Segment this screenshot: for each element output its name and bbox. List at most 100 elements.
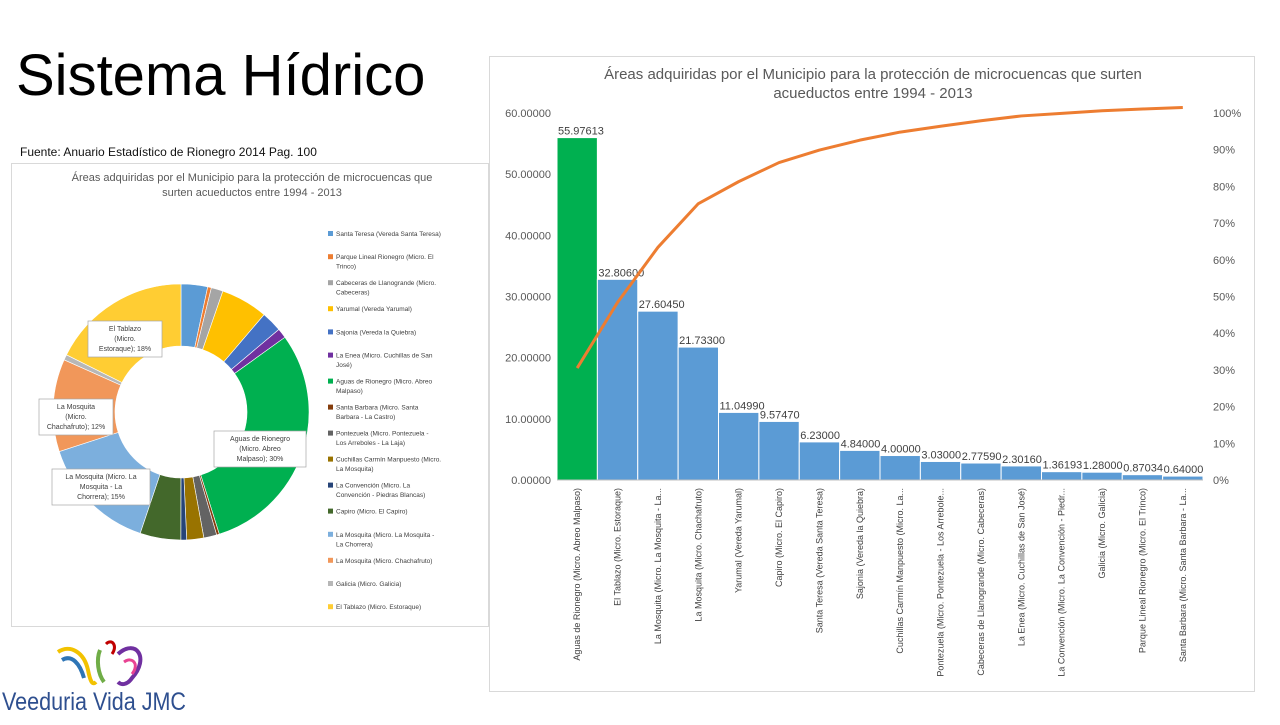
- pie-data-label: Mosquita - La: [80, 484, 123, 491]
- legend-swatch: [328, 231, 333, 236]
- legend-swatch: [328, 280, 333, 286]
- x-tick-label: La Convención (Micro. La Convención - Pi…: [1057, 488, 1067, 677]
- bar-value-label: 1.36193: [1043, 460, 1083, 472]
- legend-item: Yarumal (Vereda Yarumal): [336, 306, 412, 313]
- logo-swirl-pink: [123, 658, 137, 675]
- cumulative-line: [575, 105, 1183, 369]
- legend-item: Barbara - La Castro): [336, 414, 395, 421]
- y-tick-label: 40.00000: [505, 230, 551, 242]
- pareto-bar: [556, 137, 598, 481]
- source-note: Fuente: Anuario Estadístico de Rionegro …: [20, 145, 317, 159]
- pareto-bar: [637, 310, 679, 481]
- pareto-bar: [677, 346, 719, 481]
- legend-swatch: [328, 430, 333, 436]
- pareto-bar: [1121, 474, 1164, 481]
- pareto-bar: [758, 420, 800, 481]
- pareto-x-axis: Aguas de Rionegro (Micro. Abreo Malpaso)…: [557, 479, 1203, 677]
- pareto-bar: [919, 460, 962, 481]
- pareto-title-line: acueductos entre 1994 - 2013: [773, 85, 972, 102]
- legend-item: José): [336, 362, 352, 369]
- x-tick-label: Pontezuela (Micro. Pontezuela - Los Arre…: [936, 488, 946, 677]
- legend-swatch: [328, 306, 333, 312]
- legend-item: Santa Teresa (Vereda Santa Teresa): [336, 231, 441, 238]
- bar-value-label: 2.77590: [962, 451, 1002, 463]
- legend-item: Convención - Piedras Blancas): [336, 492, 425, 499]
- pie-callout-box: [38, 398, 114, 436]
- pareto-bar: [718, 411, 760, 481]
- logo-swirl-red: [104, 640, 116, 655]
- y-tick-label: 60.00000: [505, 108, 551, 120]
- pie-title-line: surten acueductos entre 1994 - 2013: [162, 187, 342, 199]
- x-tick-label: Cuchillas Carmín Manpuesto (Micro. La...: [895, 488, 905, 654]
- x-tick-label: Galicia (Micro. Galicia): [1097, 488, 1107, 579]
- legend-item: Malpaso): [336, 388, 363, 395]
- pareto-bar: [879, 455, 921, 481]
- x-tick-label: Santa Barbara (Micro. Santa Barbara - La…: [1178, 488, 1188, 662]
- pareto-bar: [1000, 465, 1042, 481]
- legend-item: Cabeceras de Llanogrande (Micro.: [336, 280, 436, 287]
- x-tick-label: Yarumal (Vereda Yarumal): [734, 488, 744, 593]
- y2-tick-label: 90%: [1213, 145, 1235, 157]
- y2-tick-label: 0%: [1213, 475, 1229, 487]
- bar-value-label: 27.60450: [639, 299, 685, 311]
- bar-value-label: 0.64000: [1164, 464, 1204, 476]
- legend-item: La Chorrera): [336, 541, 373, 548]
- x-tick-label: Aguas de Rionegro (Micro. Abreo Malpaso): [572, 488, 582, 661]
- logo-swirl-yellow: [56, 646, 98, 686]
- y2-tick-label: 20%: [1213, 402, 1235, 414]
- legend-item: La Mosquita (Micro. Chachafruto): [336, 558, 432, 565]
- x-tick-label: Parque Lineal Rionegro (Micro. El Trinco…: [1137, 488, 1147, 653]
- y2-tick-label: 100%: [1213, 108, 1241, 120]
- y2-tick-label: 10%: [1213, 438, 1235, 450]
- y-tick-label: 10.00000: [505, 414, 551, 426]
- pie-data-label: Chorrera); 15%: [77, 494, 125, 501]
- legend-swatch: [328, 456, 333, 462]
- legend-item: Pontezuela (Micro. Pontezuela -: [336, 431, 429, 438]
- pie-callout-box: [51, 468, 151, 506]
- logo-swirl-green: [95, 649, 106, 684]
- legend-item: Los Arreboles - La Laja): [336, 440, 405, 447]
- bar-value-label: 55.97613: [558, 126, 604, 138]
- pareto-bar: [839, 449, 881, 481]
- legend-item: La Enea (Micro. Cuchillas de San: [336, 353, 433, 360]
- bar-value-label: 4.84000: [841, 438, 881, 450]
- legend-item: Galicia (Micro. Galicia): [336, 581, 401, 588]
- pareto-title-line: Áreas adquiridas por el Municipio para l…: [604, 66, 1142, 83]
- pareto-chart: Áreas adquiridas por el Municipio para l…: [505, 66, 1241, 677]
- legend-item: Cabeceras): [336, 290, 370, 297]
- legend-swatch: [328, 604, 333, 610]
- bar-value-label: 21.73300: [679, 335, 725, 347]
- pie-data-label: La Mosquita: [57, 404, 95, 411]
- page-title: Sistema Hídrico: [16, 43, 426, 108]
- bar-value-label: 1.28000: [1083, 460, 1123, 472]
- legend-swatch: [328, 254, 333, 260]
- legend-item: La Mosquita): [336, 466, 374, 473]
- legend-swatch: [328, 531, 333, 537]
- doughnut-chart-panel: Áreas adquiridas por el Municipio para l…: [11, 163, 489, 627]
- legend-item: Parque Lineal Rionegro (Micro. El: [336, 254, 434, 261]
- pareto-y-axis: 0.00000 10.00000 20.00000 30.00000 40.00000 5…: [505, 108, 551, 487]
- doughnut-legend: Santa Teresa (Vereda Santa Teresa) Parque…: [328, 231, 441, 611]
- pareto-bar: [1041, 471, 1083, 481]
- pie-data-label: La Mosquita (Micro. La: [65, 474, 136, 481]
- x-tick-label: La Mosquita (Micro. La Mosquita - La...: [653, 488, 663, 644]
- x-tick-label: El Tablazo (Micro. Estoraque): [613, 488, 623, 606]
- pareto-chart-title: Áreas adquiridas por el Municipio para l…: [604, 66, 1142, 102]
- pie-title-line: Áreas adquiridas por el Municipio para l…: [72, 171, 433, 184]
- legend-item: El Tablazo (Micro. Estoraque): [336, 604, 421, 611]
- legend-item: Aguas de Rionegro (Micro. Abreo: [336, 379, 432, 386]
- logo-graphic: Veeduria Vida JMC: [2, 640, 186, 716]
- logo-swirl-purple: [116, 646, 143, 687]
- pie-data-label: (Micro.: [114, 336, 135, 343]
- bar-value-label: 32.80600: [598, 267, 644, 279]
- y2-tick-label: 30%: [1213, 365, 1235, 377]
- pareto-value-labels: 55.97613 32.80600 27.60450 21.73300 11.04990…: [558, 126, 1203, 476]
- legend-item: Cuchillas Carmín Manpuesto (Micro.: [336, 457, 441, 464]
- y2-tick-label: 80%: [1213, 181, 1235, 193]
- legend-item: Trinco): [336, 264, 356, 271]
- y-tick-label: 50.00000: [505, 169, 551, 181]
- legend-swatch: [328, 378, 333, 384]
- legend-swatch: [328, 508, 333, 514]
- x-tick-label: La Enea (Micro. Cuchillas de San José): [1016, 488, 1026, 646]
- pie-data-label: Malpaso); 30%: [237, 456, 284, 463]
